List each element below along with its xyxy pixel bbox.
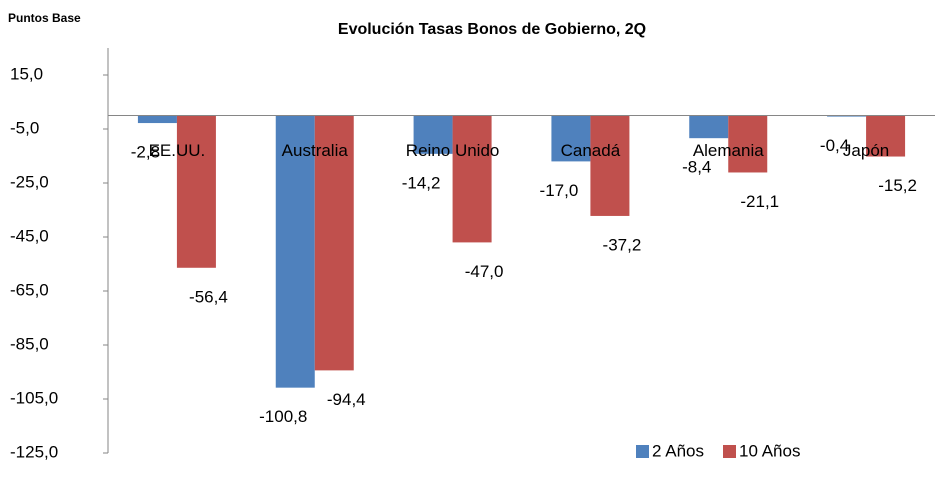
x-tick-label: EE.UU. bbox=[149, 141, 206, 160]
x-tick-label: Alemania bbox=[693, 141, 764, 160]
bar bbox=[413, 115, 453, 154]
bar bbox=[452, 115, 492, 243]
bar bbox=[866, 115, 906, 157]
data-label: -94,4 bbox=[327, 390, 366, 409]
y-tick-label: -25,0 bbox=[10, 172, 49, 191]
bar bbox=[314, 115, 354, 371]
data-label: -17,0 bbox=[540, 181, 579, 200]
data-label: -2,8 bbox=[131, 143, 160, 162]
data-label: -14,2 bbox=[402, 173, 441, 192]
y-tick-label: -105,0 bbox=[10, 388, 58, 407]
data-label: -56,4 bbox=[189, 287, 228, 306]
legend-label: 2 Años bbox=[652, 441, 704, 460]
bar bbox=[827, 115, 867, 117]
legend-label: 10 Años bbox=[739, 441, 800, 460]
x-tick-label: Japón bbox=[843, 141, 889, 160]
data-label: -100,8 bbox=[259, 407, 307, 426]
data-label: -15,2 bbox=[878, 176, 917, 195]
y-tick-label: 15,0 bbox=[10, 64, 43, 83]
data-label: -37,2 bbox=[603, 235, 642, 254]
data-label: -0,4 bbox=[820, 136, 849, 155]
y-tick-label: -65,0 bbox=[10, 280, 49, 299]
bar bbox=[689, 115, 729, 139]
legend-swatch bbox=[723, 445, 736, 458]
x-tick-label: Reino Unido bbox=[406, 141, 500, 160]
y-tick-label: -45,0 bbox=[10, 226, 49, 245]
y-tick-label: -125,0 bbox=[10, 442, 58, 461]
data-label: -21,1 bbox=[740, 192, 779, 211]
bar bbox=[590, 115, 630, 216]
y-tick-label: -5,0 bbox=[10, 118, 39, 137]
bar bbox=[728, 115, 768, 173]
data-label: -8,4 bbox=[682, 158, 711, 177]
data-label: -47,0 bbox=[465, 262, 504, 281]
x-tick-label: Canadá bbox=[561, 141, 621, 160]
bar bbox=[137, 115, 177, 124]
bar bbox=[176, 115, 216, 268]
bar bbox=[551, 115, 591, 162]
x-tick-label: Australia bbox=[282, 141, 349, 160]
legend-swatch bbox=[636, 445, 649, 458]
y-axis-label: Puntos Base bbox=[8, 11, 81, 25]
y-tick-label: -85,0 bbox=[10, 334, 49, 353]
chart-title: Evolución Tasas Bonos de Gobierno, 2Q bbox=[338, 21, 646, 38]
bar bbox=[275, 115, 315, 388]
